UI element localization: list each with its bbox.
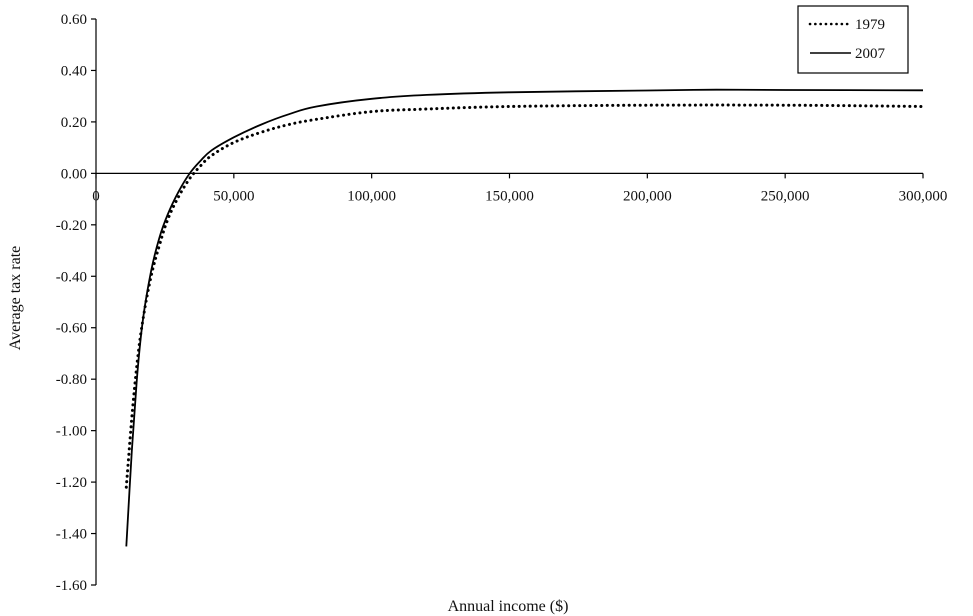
y-tick-label: -1.60 (56, 578, 87, 594)
x-tick-label: 300,000 (899, 188, 948, 204)
y-tick-label: -0.20 (56, 218, 87, 234)
y-tick-label: -1.20 (56, 475, 87, 491)
x-tick-label: 200,000 (623, 188, 672, 204)
legend: 1979 2007 (798, 6, 908, 73)
legend-label-2007: 2007 (855, 46, 886, 62)
y-tick-label: 0.60 (61, 12, 87, 28)
y-tick-label: -0.80 (56, 372, 87, 388)
x-tick-label: 250,000 (761, 188, 810, 204)
legend-label-1979: 1979 (855, 17, 885, 33)
series-line-2007 (126, 90, 923, 547)
y-axis-ticks: 0.60 0.40 0.20 0.00 -0.20 -0.40 -0.60 -0.80 -1.0… (56, 12, 96, 594)
y-tick-label: -0.60 (56, 321, 87, 337)
y-tick-label: -1.00 (56, 424, 87, 440)
x-axis-title: Annual income ($) (448, 598, 569, 615)
axes (96, 19, 923, 585)
y-tick-label: -1.40 (56, 527, 87, 543)
x-tick-label: 100,000 (347, 188, 396, 204)
y-axis-title: Average tax rate (7, 246, 24, 351)
x-tick-label: 50,000 (213, 188, 254, 204)
x-axis-ticks: 0 50,000 100,000 150,000 200,000 250,000 300,0… (92, 173, 947, 204)
y-tick-label: 0.20 (61, 115, 87, 131)
series-layer (126, 90, 923, 547)
x-tick-label: 150,000 (485, 188, 534, 204)
series-line-1979 (126, 105, 923, 487)
y-tick-label: -0.40 (56, 269, 87, 285)
legend-box (798, 6, 908, 73)
y-tick-label: 0.40 (61, 63, 87, 79)
y-tick-label: 0.00 (61, 166, 87, 182)
x-tick-label: 0 (92, 188, 100, 204)
